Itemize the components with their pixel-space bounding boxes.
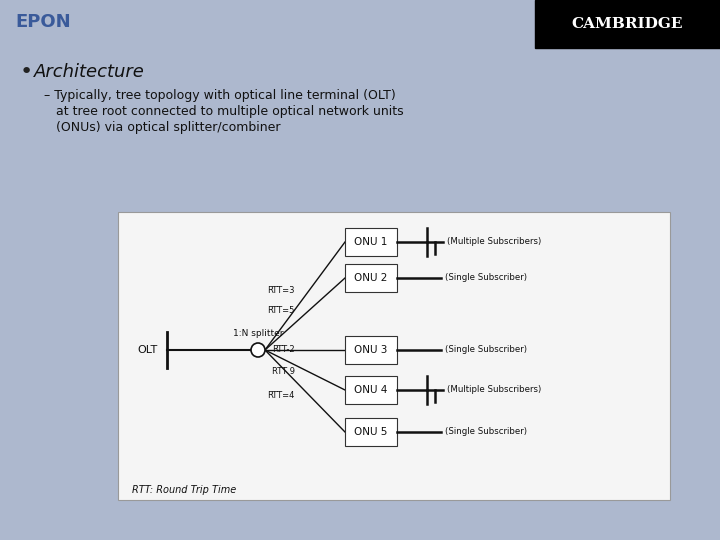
Text: RTT=3: RTT=3 xyxy=(268,286,295,295)
Bar xyxy=(345,418,397,446)
Text: RTT 9: RTT 9 xyxy=(272,368,295,376)
Text: at tree root connected to multiple optical network units: at tree root connected to multiple optic… xyxy=(44,105,404,118)
Bar xyxy=(345,264,397,292)
Text: ONU 4: ONU 4 xyxy=(354,385,387,395)
Bar xyxy=(345,336,397,364)
Text: (Multiple Subscribers): (Multiple Subscribers) xyxy=(447,386,541,395)
Text: (Single Subscriber): (Single Subscriber) xyxy=(445,428,527,436)
Text: RTT=5: RTT=5 xyxy=(268,306,295,315)
Text: ONU 5: ONU 5 xyxy=(354,427,387,437)
Text: (Single Subscriber): (Single Subscriber) xyxy=(445,346,527,354)
Text: ONU 2: ONU 2 xyxy=(354,273,387,283)
Bar xyxy=(345,228,397,256)
Text: RTT=4: RTT=4 xyxy=(268,390,295,400)
Bar xyxy=(118,212,670,500)
Text: 1:N splitter: 1:N splitter xyxy=(233,329,283,338)
Text: – Typically, tree topology with optical line terminal (OLT): – Typically, tree topology with optical … xyxy=(44,90,396,103)
Text: OLT: OLT xyxy=(137,345,157,355)
Text: RTT: Round Trip Time: RTT: Round Trip Time xyxy=(132,485,236,495)
Text: •: • xyxy=(20,62,33,82)
Text: Architecture: Architecture xyxy=(34,63,145,81)
Text: (ONUs) via optical splitter/combiner: (ONUs) via optical splitter/combiner xyxy=(44,122,281,134)
Text: ONU 1: ONU 1 xyxy=(354,237,387,247)
Circle shape xyxy=(251,343,265,357)
Text: EPON: EPON xyxy=(15,13,71,31)
Text: ONU 3: ONU 3 xyxy=(354,345,387,355)
Text: CAMBRIDGE: CAMBRIDGE xyxy=(571,17,683,31)
Text: (Single Subscriber): (Single Subscriber) xyxy=(445,273,527,282)
Bar xyxy=(535,0,720,48)
Text: (Multiple Subscribers): (Multiple Subscribers) xyxy=(447,238,541,246)
Text: RTT-2: RTT-2 xyxy=(272,346,295,354)
Bar xyxy=(345,376,397,404)
